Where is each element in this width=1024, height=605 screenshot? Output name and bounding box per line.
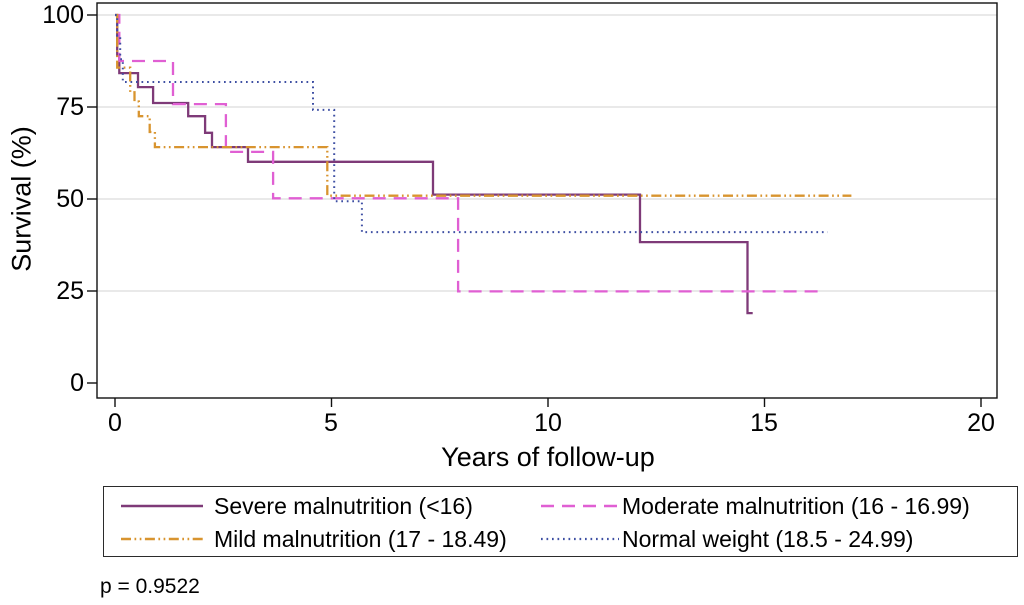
curve-severe [115, 13, 753, 315]
p-value-label: p = 0.9522 [100, 575, 200, 598]
x-tick-label-0: 0 [108, 409, 122, 437]
y-axis-title: Survival (%) [6, 126, 37, 272]
x-tick-marks [114, 398, 982, 407]
legend-label-normal: Normal weight (18.5 - 24.99) [622, 525, 914, 552]
x-tick-label-10: 10 [534, 409, 562, 437]
legend-label-mild: Mild malnutrition (17 - 18.49) [214, 525, 507, 552]
y-tick-label-0: 0 [70, 369, 84, 397]
x-tick-label-20: 20 [967, 409, 995, 437]
x-tick-label-5: 5 [324, 409, 338, 437]
legend-label-moderate: Moderate malnutrition (16 - 16.99) [622, 492, 970, 519]
gridlines [97, 14, 997, 292]
curve-mild [115, 13, 852, 197]
legend-row-2: Mild malnutrition (17 - 18.49) Normal we… [104, 523, 1017, 555]
x-axis-title: Years of follow-up [441, 442, 655, 472]
y-tick-marks [87, 14, 97, 384]
plot-canvas [87, 2, 998, 407]
legend-box: Severe malnutrition (<16) Moderate malnu… [103, 486, 1018, 557]
legend-line-severe [121, 504, 203, 508]
x-tick-label-15: 15 [750, 409, 778, 437]
y-tick-label-25: 25 [56, 277, 84, 305]
legend-label-severe: Severe malnutrition (<16) [214, 492, 473, 519]
plot-frame [96, 2, 998, 399]
legend-line-moderate [541, 504, 619, 508]
y-tick-label-75: 75 [56, 93, 84, 121]
survival-curves [115, 13, 852, 315]
legend-row-1: Severe malnutrition (<16) Moderate malnu… [104, 490, 1017, 522]
y-tick-label-100: 100 [42, 1, 84, 29]
legend-line-normal [541, 537, 619, 541]
legend-line-mild [121, 537, 203, 541]
curve-moderate [115, 13, 819, 293]
y-tick-label-50: 50 [56, 185, 84, 213]
